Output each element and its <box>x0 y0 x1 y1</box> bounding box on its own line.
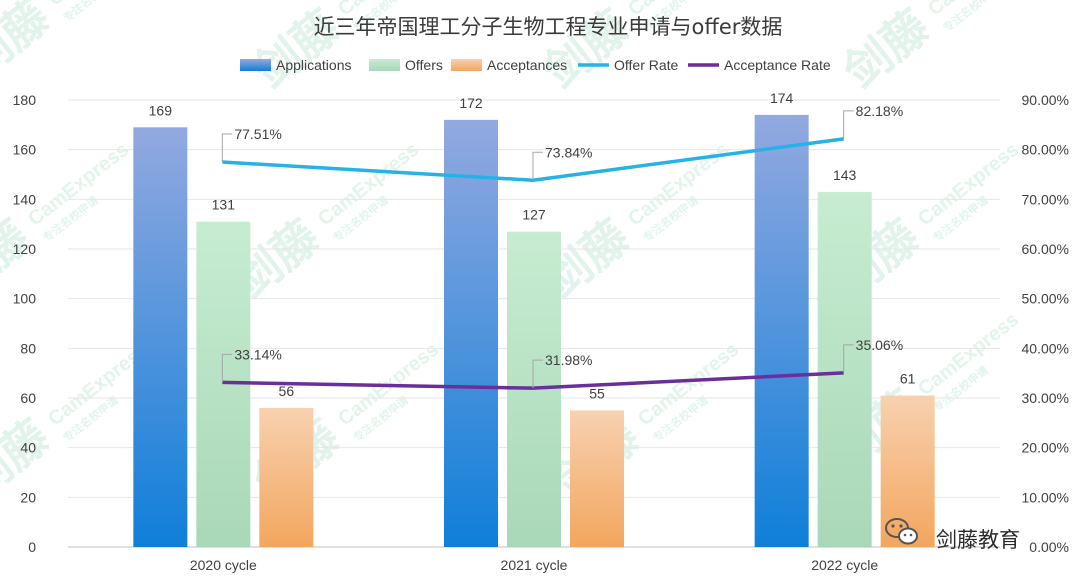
y-tick-left: 100 <box>13 291 37 307</box>
x-tick: 2022 cycle <box>811 557 878 573</box>
y-tick-right: 70.00% <box>1022 191 1069 207</box>
bar-offers <box>817 191 872 547</box>
legend-label: Acceptances <box>487 57 567 73</box>
y-tick-left: 20 <box>20 489 36 505</box>
legend-label: Offers <box>405 57 443 73</box>
y-tick-right: 90.00% <box>1022 92 1069 108</box>
leader-line <box>221 353 233 383</box>
bar-value-label: 172 <box>459 95 483 111</box>
bar-value-label: 169 <box>149 102 173 118</box>
bar-acceptances <box>570 410 624 547</box>
bar-value-label: 55 <box>589 385 605 401</box>
bar-value-label: 56 <box>279 383 295 399</box>
leader-line <box>221 133 233 163</box>
y-tick-right: 50.00% <box>1022 291 1069 307</box>
x-tick: 2021 cycle <box>501 557 568 573</box>
legend-label: Acceptance Rate <box>724 57 831 73</box>
y-tick-left: 0 <box>28 539 36 555</box>
legend-swatch <box>451 59 482 71</box>
y-tick-right: 40.00% <box>1022 340 1069 356</box>
rate-label: 31.98% <box>545 352 592 368</box>
y-tick-right: 30.00% <box>1022 390 1069 406</box>
watermark-brand-en: CamExpress <box>44 0 153 10</box>
leader-line <box>532 359 543 389</box>
legend-swatch <box>240 59 271 71</box>
bar-value-label: 131 <box>212 197 236 213</box>
legend: Applications Offers Acceptances Offer Rate A… <box>240 57 831 73</box>
bar-value-label: 174 <box>770 90 794 106</box>
y-tick-right: 0.00% <box>1029 539 1069 555</box>
bar-value-label: 143 <box>833 167 857 183</box>
y-tick-left: 60 <box>20 390 36 406</box>
watermark-brand: 剑藤 <box>834 0 940 99</box>
rate-label: 77.51% <box>234 126 281 142</box>
logo-text: 剑藤教育 <box>936 528 1020 552</box>
y-tick-left: 120 <box>13 241 37 257</box>
bar-value-label: 127 <box>522 207 546 223</box>
chart-title: 近三年帝国理工分子生物工程专业申请与offer数据 <box>314 15 783 39</box>
y-tick-right: 20.00% <box>1022 440 1069 456</box>
y-tick-left: 40 <box>20 440 36 456</box>
bar-acceptances <box>259 407 314 547</box>
watermark-brand: 剑藤 <box>0 0 59 89</box>
bar-value-label: 61 <box>900 371 916 387</box>
bar-series <box>133 114 935 548</box>
y-tick-left: 140 <box>13 191 37 207</box>
brand-logo: 剑藤教育 <box>885 518 1020 552</box>
y-tick-right: 60.00% <box>1022 241 1069 257</box>
leader-line <box>532 151 543 181</box>
watermark-tagline: 专注名校申请 <box>60 0 121 25</box>
bar-applications <box>444 119 498 547</box>
y-tick-left: 80 <box>20 340 36 356</box>
y-tick-right: 80.00% <box>1022 142 1069 158</box>
leader-line <box>843 110 854 139</box>
axes: 0 20 40 60 80 100 120 140 160 180 0.00% 10.00% 20.00… <box>13 92 1069 573</box>
wechat-icon <box>885 518 918 545</box>
bar-applications <box>754 114 809 548</box>
leader-line <box>843 344 854 373</box>
rate-label: 73.84% <box>545 144 592 160</box>
rate-label: 35.06% <box>856 337 903 353</box>
y-tick-left: 180 <box>13 92 37 108</box>
rate-label: 82.18% <box>856 103 903 119</box>
rate-label: 33.14% <box>234 346 281 362</box>
bar-applications <box>133 127 188 548</box>
y-tick-left: 160 <box>13 142 37 158</box>
legend-label: Applications <box>276 57 352 73</box>
x-tick: 2020 cycle <box>190 557 257 573</box>
y-tick-right: 10.00% <box>1022 489 1069 505</box>
legend-label: Offer Rate <box>614 57 679 73</box>
data-labels: 169 172 174 131 127 143 56 55 61 77.51% 73.84% 82.1… <box>149 90 916 402</box>
legend-swatch <box>369 59 400 71</box>
